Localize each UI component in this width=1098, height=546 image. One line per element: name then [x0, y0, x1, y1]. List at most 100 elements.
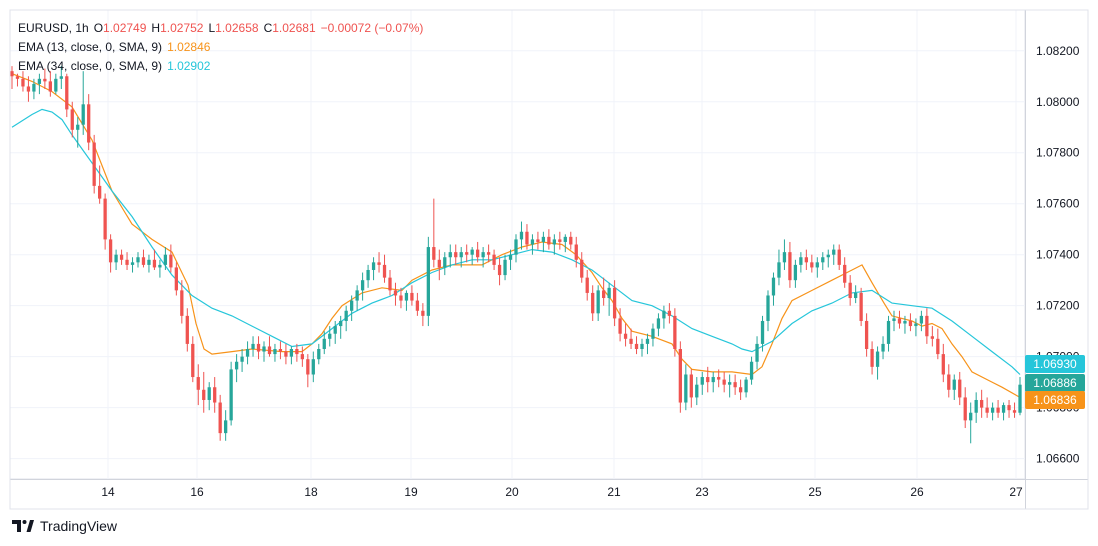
- candle-body: [963, 397, 967, 421]
- candle-body: [985, 407, 989, 413]
- candle: [728, 374, 732, 398]
- candle-body: [612, 287, 617, 319]
- candle-body: [941, 354, 945, 375]
- high-label: H: [151, 21, 161, 35]
- y-tick-label: 1.07800: [1036, 146, 1080, 160]
- candle-body: [728, 382, 732, 385]
- tradingview-logo-icon: [12, 520, 34, 532]
- candle: [821, 252, 825, 270]
- candle-body: [59, 76, 63, 79]
- x-tick-label: 26: [910, 485, 924, 499]
- price-tag-label: 1.06836: [1033, 393, 1077, 407]
- candle-body: [678, 349, 682, 403]
- candle-body: [903, 320, 907, 324]
- candle: [744, 377, 748, 398]
- candle-body: [224, 420, 228, 434]
- candle-body: [580, 259, 584, 278]
- candle-body: [443, 257, 447, 268]
- candle-body: [640, 343, 644, 350]
- candle: [612, 280, 617, 327]
- candle-body: [108, 239, 113, 263]
- close-value: 1.02681: [272, 21, 316, 35]
- candle: [432, 198, 436, 268]
- candle-body: [415, 300, 420, 311]
- candle: [492, 249, 496, 270]
- candle: [465, 244, 469, 263]
- x-tick-label: 16: [190, 485, 204, 499]
- candle: [558, 231, 562, 250]
- candle-body: [43, 78, 47, 82]
- candle-body: [810, 262, 814, 268]
- candle: [886, 315, 891, 352]
- candle: [234, 354, 239, 383]
- candle: [947, 364, 951, 398]
- candle: [54, 73, 58, 95]
- candle: [32, 78, 36, 100]
- candle-body: [782, 252, 787, 263]
- candle-body: [497, 264, 502, 276]
- candle: [760, 315, 765, 352]
- candle-body: [530, 239, 535, 245]
- candle: [470, 247, 474, 265]
- candle: [689, 369, 693, 408]
- candle: [481, 247, 485, 268]
- candle-body: [738, 387, 743, 393]
- candle-body: [881, 343, 885, 352]
- candle: [245, 341, 250, 365]
- candle-body: [125, 259, 129, 265]
- candle: [213, 377, 217, 413]
- candle: [930, 326, 934, 347]
- candle-body: [508, 254, 513, 260]
- x-tick-label: 23: [695, 485, 709, 499]
- price-tag-bg: [1025, 391, 1085, 409]
- candle: [640, 338, 644, 357]
- candle: [793, 259, 798, 288]
- candle: [980, 389, 984, 418]
- candle-body: [925, 315, 929, 337]
- candle: [881, 336, 885, 360]
- ema-slow-row[interactable]: EMA (34, close, 0, SMA, 9) 1.02902: [18, 57, 423, 76]
- candle-body: [32, 83, 36, 92]
- candle-body: [262, 346, 266, 352]
- candle-body: [930, 336, 934, 339]
- candle-body: [360, 280, 365, 291]
- candle: [684, 364, 688, 411]
- candle: [70, 101, 74, 138]
- candle: [503, 254, 507, 281]
- candle-body: [700, 377, 704, 385]
- candle-body: [722, 379, 726, 385]
- candle-body: [10, 71, 14, 77]
- candle: [755, 336, 759, 370]
- candle: [974, 392, 978, 423]
- open-label: O: [93, 21, 104, 35]
- candle-body: [667, 310, 672, 316]
- candle: [322, 331, 326, 355]
- candle-body: [733, 382, 737, 388]
- tradingview-logo[interactable]: TradingView: [12, 518, 117, 534]
- candle-body: [749, 361, 754, 380]
- candle-body: [169, 254, 173, 268]
- candle-body: [914, 323, 918, 327]
- candle: [256, 336, 261, 360]
- candle: [875, 346, 880, 380]
- candle: [229, 361, 233, 426]
- candle-body: [870, 349, 874, 367]
- candle: [722, 371, 726, 393]
- candle: [580, 252, 584, 283]
- candle: [240, 349, 244, 372]
- candle: [81, 71, 85, 135]
- candle: [437, 249, 441, 281]
- candle-body: [476, 249, 480, 258]
- ema-fast-row[interactable]: EMA (13, close, 0, SMA, 9) 1.02846: [18, 38, 423, 57]
- candle-body: [465, 252, 469, 255]
- candle: [815, 257, 819, 278]
- candle-body: [37, 78, 42, 84]
- candle-body: [48, 81, 52, 92]
- candle: [10, 66, 14, 90]
- candle-body: [185, 315, 189, 344]
- candle-body: [273, 349, 277, 355]
- candle: [311, 351, 315, 383]
- candle-body: [766, 295, 770, 321]
- candle-body: [837, 249, 841, 265]
